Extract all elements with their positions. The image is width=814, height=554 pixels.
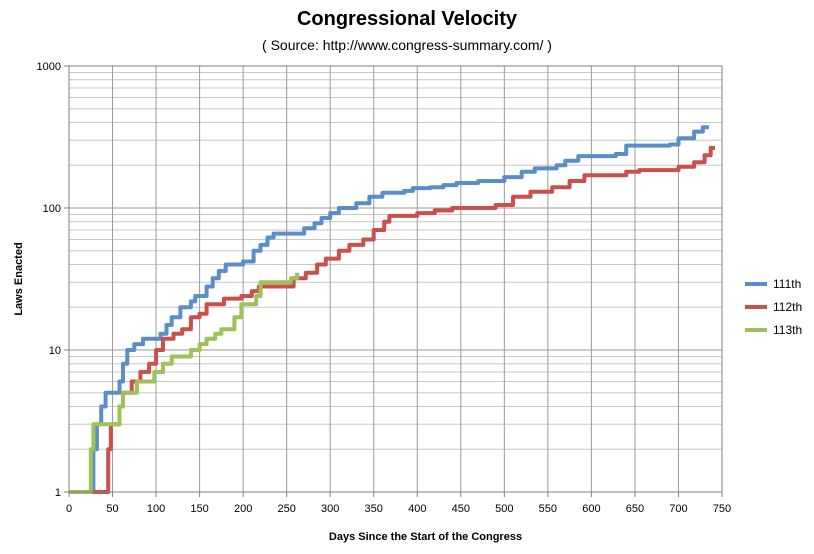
series-line-111th [69,125,709,494]
legend-label-112th: 112th [773,300,802,314]
x-tick-label: 250 [277,503,295,515]
grid [69,66,722,492]
x-tick-label: 0 [66,503,72,515]
y-tick-label: 100 [43,203,61,215]
x-tick-label: 150 [190,503,208,515]
x-tick-label: 200 [234,503,252,515]
legend-label-113th: 113th [773,323,802,337]
y-tick-label: 1000 [37,61,61,73]
x-tick-label: 600 [582,503,600,515]
series-lines [69,125,715,494]
x-tick-label: 350 [365,503,383,515]
x-tick-label: 50 [106,503,118,515]
y-axis-ticks: 1 10 100 1000 [37,61,69,499]
x-tick-label: 450 [452,503,470,515]
x-tick-label: 750 [713,503,731,515]
plot-area-frame [68,65,723,493]
chart-subtitle: ( Source: http://www.congress-summary.co… [262,37,552,53]
chart-title: Congressional Velocity [296,8,518,30]
legend-label-111th: 111th [773,277,801,291]
x-tick-label: 100 [147,503,165,515]
series-line-113th [69,272,300,494]
x-tick-label: 550 [539,503,557,515]
x-tick-label: 650 [626,503,644,515]
y-tick-label: 10 [49,345,61,357]
y-axis-label: Laws Enacted [13,242,25,315]
x-tick-label: 500 [495,503,513,515]
x-axis-ticks: 0 50 100 150 200 250 300 350 400 450 500 550 600 650 7… [66,492,731,515]
x-tick-label: 700 [669,503,687,515]
x-axis-label: Days Since the Start of the Congress [329,531,522,543]
series-line-112th [69,145,715,494]
legend: 111th 112th 113th [745,277,802,337]
x-tick-label: 400 [408,503,426,515]
x-tick-label: 300 [321,503,339,515]
y-tick-label: 1 [55,487,61,499]
